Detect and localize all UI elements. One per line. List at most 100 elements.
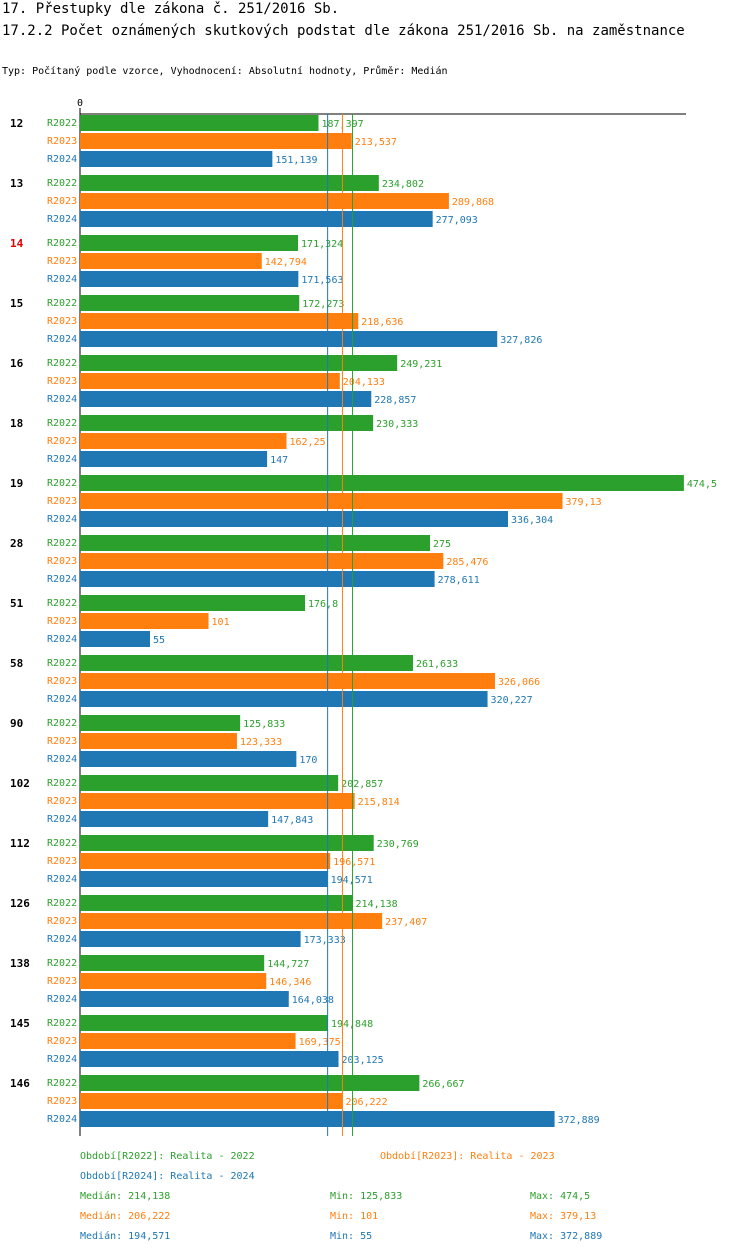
data-label: 146,346 bbox=[269, 977, 311, 988]
page-title: 17. Přestupky dle zákona č. 251/2016 Sb. bbox=[2, 1, 340, 17]
bar bbox=[80, 193, 449, 209]
bar bbox=[80, 811, 269, 827]
data-label: 55 bbox=[153, 635, 165, 646]
legend-median-r2022: Medián: 214,138 bbox=[80, 1191, 171, 1202]
bar bbox=[80, 451, 268, 467]
group-label: 112 bbox=[10, 837, 30, 850]
bar bbox=[80, 715, 241, 731]
series-label: R2024 bbox=[47, 214, 77, 225]
group-label: 19 bbox=[10, 477, 23, 490]
bar bbox=[80, 235, 299, 251]
series-label: R2022 bbox=[47, 538, 77, 549]
bar bbox=[80, 175, 379, 191]
series-label: R2024 bbox=[47, 394, 77, 405]
legend-min-r2024: Min: 55 bbox=[330, 1231, 373, 1242]
data-label: 289,868 bbox=[452, 197, 494, 208]
bar bbox=[80, 253, 262, 269]
data-label: 170 bbox=[299, 755, 317, 766]
series-label: R2023 bbox=[47, 376, 77, 387]
data-label: 379,13 bbox=[566, 497, 602, 508]
bar bbox=[80, 133, 352, 149]
group-label: 13 bbox=[10, 177, 23, 190]
data-label: 147 bbox=[270, 455, 288, 466]
data-label: 144,727 bbox=[267, 959, 309, 970]
series-label: R2024 bbox=[47, 334, 77, 345]
data-label: 142,794 bbox=[265, 257, 307, 268]
series-label: R2024 bbox=[47, 1054, 77, 1065]
group-label: 12 bbox=[10, 117, 23, 130]
group-label: 16 bbox=[10, 357, 24, 370]
bar bbox=[80, 913, 383, 929]
series-label: R2023 bbox=[47, 616, 77, 627]
data-label: 230,769 bbox=[377, 839, 419, 850]
data-label: 101 bbox=[212, 617, 230, 628]
data-label: 171,563 bbox=[301, 275, 343, 286]
bar bbox=[80, 391, 372, 407]
series-label: R2024 bbox=[47, 754, 77, 765]
legend-period-r2024: Období[R2024]: Realita - 2024 bbox=[80, 1171, 255, 1182]
bar bbox=[80, 313, 359, 329]
series-label: R2024 bbox=[47, 994, 77, 1005]
data-label: 202,857 bbox=[341, 779, 383, 790]
series-label: R2024 bbox=[47, 454, 77, 465]
legend-max-r2024: Max: 372,889 bbox=[530, 1231, 603, 1242]
bar bbox=[80, 991, 289, 1007]
group-label: 58 bbox=[10, 657, 23, 670]
series-label: R2022 bbox=[47, 1078, 77, 1089]
series-label: R2023 bbox=[47, 136, 77, 147]
legend-min-r2022: Min: 125,833 bbox=[330, 1191, 403, 1202]
data-label: 261,633 bbox=[416, 659, 458, 670]
series-label: R2023 bbox=[47, 796, 77, 807]
legend-period-r2022: Období[R2022]: Realita - 2022 bbox=[80, 1151, 255, 1162]
legend-min-r2023: Min: 101 bbox=[330, 1211, 379, 1222]
data-label: 474,5 bbox=[687, 479, 717, 490]
data-label: 320,227 bbox=[491, 695, 533, 706]
bar bbox=[80, 955, 265, 971]
data-label: 147,843 bbox=[271, 815, 313, 826]
data-label: 123,333 bbox=[240, 737, 282, 748]
bar bbox=[80, 115, 319, 131]
data-label: 234,802 bbox=[382, 179, 424, 190]
data-label: 275 bbox=[433, 539, 451, 550]
x-axis-tick-label: 0 bbox=[77, 98, 83, 109]
bar bbox=[80, 751, 297, 767]
series-label: R2022 bbox=[47, 778, 77, 789]
legend-median-r2023: Medián: 206,222 bbox=[80, 1211, 171, 1222]
group-label: 51 bbox=[10, 597, 24, 610]
data-label: 172,273 bbox=[302, 299, 344, 310]
series-label: R2022 bbox=[47, 118, 77, 129]
series-label: R2023 bbox=[47, 556, 77, 567]
series-label: R2022 bbox=[47, 1018, 77, 1029]
data-label: 206,222 bbox=[345, 1097, 387, 1108]
series-label: R2023 bbox=[47, 976, 77, 987]
series-label: R2024 bbox=[47, 934, 77, 945]
series-label: R2024 bbox=[47, 814, 77, 825]
series-label: R2024 bbox=[47, 574, 77, 585]
data-label: 151,139 bbox=[275, 155, 317, 166]
bar bbox=[80, 793, 355, 809]
series-label: R2023 bbox=[47, 736, 77, 747]
data-label: 266,667 bbox=[422, 1079, 464, 1090]
bar bbox=[80, 331, 498, 347]
data-label: 237,407 bbox=[385, 917, 427, 928]
bar bbox=[80, 871, 328, 887]
group-label: 146 bbox=[10, 1077, 30, 1090]
series-label: R2023 bbox=[47, 496, 77, 507]
bar bbox=[80, 691, 488, 707]
bar bbox=[80, 673, 495, 689]
data-label: 249,231 bbox=[400, 359, 442, 370]
group-label: 14 bbox=[10, 237, 24, 250]
legend-max-r2023: Max: 379,13 bbox=[530, 1211, 597, 1222]
data-label: 327,826 bbox=[500, 335, 542, 346]
data-label: 162,25 bbox=[289, 437, 325, 448]
bar bbox=[80, 973, 267, 989]
group-label: 102 bbox=[10, 777, 30, 790]
legend-max-r2022: Max: 474,5 bbox=[530, 1191, 591, 1202]
series-label: R2022 bbox=[47, 658, 77, 669]
bar bbox=[80, 1015, 328, 1031]
bar bbox=[80, 433, 287, 449]
data-label: 215,814 bbox=[358, 797, 400, 808]
data-label: 372,889 bbox=[558, 1115, 600, 1126]
series-label: R2024 bbox=[47, 634, 77, 645]
